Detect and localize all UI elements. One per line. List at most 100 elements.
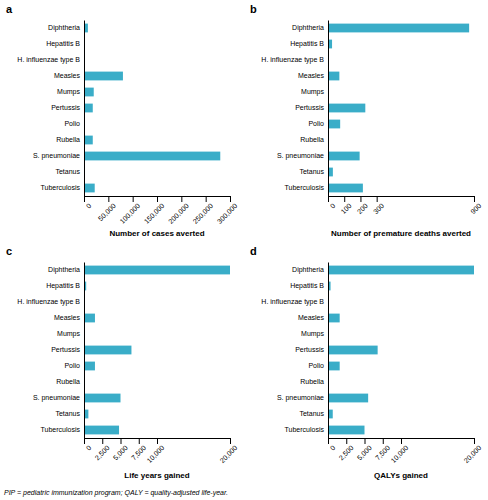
y-tick: Polio [308, 120, 324, 127]
tick-mark [230, 196, 231, 202]
bars [84, 24, 220, 193]
x-tick: 300,000 [216, 196, 239, 225]
x-tick: 2,500 [337, 438, 354, 461]
tick-label: Tetanus [55, 410, 80, 417]
panel-label: b [250, 3, 257, 15]
tick-label: Mumps [57, 88, 80, 96]
x-tick: 100 [340, 196, 353, 215]
tick-label: S. pneumoniae [277, 152, 324, 160]
x-tick: 250,000 [191, 196, 214, 225]
tick-label: Mumps [301, 330, 324, 338]
axis-line [328, 21, 329, 197]
tick-label: H. influenzae type B [261, 298, 324, 306]
x-axis: 02,5005,0007,50010,000 20,000 [329, 438, 483, 464]
tick-label: 300 [372, 202, 385, 215]
x-tick: 7,500 [374, 438, 391, 461]
tick-mark [157, 438, 158, 444]
tick-label: Pertussis [51, 346, 80, 353]
y-tick: Tuberculosis [285, 426, 325, 433]
tick-label: Rubella [300, 136, 324, 143]
tick-mark [206, 196, 207, 202]
tick-mark [328, 438, 329, 444]
tick-label: H. influenzae type B [17, 298, 80, 306]
x-tick: 300 [372, 196, 385, 215]
panel: 0100200300900DiphtheriaHepatitis BH. inf… [250, 3, 483, 238]
x-tick: 2,500 [93, 438, 110, 461]
tick-mark [230, 438, 231, 444]
y-tick: Rubella [300, 378, 324, 385]
bar [328, 426, 365, 435]
y-tick: Tetanus [299, 410, 324, 417]
tick-label: S. pneumoniae [33, 152, 80, 160]
tick-mark [157, 196, 158, 202]
tick-label: 0 [329, 444, 337, 452]
tick-label: Diphtheria [48, 266, 80, 274]
tick-mark [328, 196, 329, 202]
tick-label: Tuberculosis [41, 426, 81, 433]
axis-title: Number of premature deaths averted [331, 229, 471, 238]
x-tick: 200 [356, 196, 369, 215]
bar [84, 426, 119, 435]
bar [84, 314, 95, 323]
bar [84, 136, 93, 145]
panel-label: d [250, 245, 257, 257]
y-tick: Polio [64, 362, 80, 369]
tick-label: Tuberculosis [41, 184, 81, 191]
tick-mark [84, 196, 85, 202]
x-axis: 050,000100,000150,000200,000250,000300,0… [85, 196, 239, 225]
y-axis: Diphtheria Hepatitis B H. influenzae type … [17, 263, 84, 439]
tick-mark [108, 196, 109, 202]
y-tick: Measles [54, 314, 81, 321]
y-tick: Tuberculosis [285, 184, 325, 191]
bar [328, 72, 339, 81]
tick-label: Tuberculosis [285, 426, 325, 433]
y-tick: Hepatitis B [46, 282, 80, 290]
axis-line [329, 196, 475, 197]
x-tick: 5,000 [356, 438, 373, 461]
tick-label: 10,000 [389, 444, 409, 464]
bars [328, 24, 469, 193]
tick-mark [346, 438, 347, 444]
tick-label: Diphtheria [292, 266, 324, 274]
tick-mark [474, 196, 475, 202]
y-tick: Tetanus [55, 410, 80, 417]
tick-mark [139, 438, 140, 444]
tick-label: H. influenzae type B [17, 56, 80, 64]
bar [328, 394, 368, 403]
panel-label: c [6, 245, 12, 257]
bar [84, 152, 220, 161]
tick-label: Tuberculosis [285, 184, 325, 191]
tick-label: Tetanus [55, 168, 80, 175]
tick-label: Rubella [300, 378, 324, 385]
y-tick: Polio [64, 120, 80, 127]
tick-label: 150,000 [143, 202, 166, 225]
bars [328, 266, 474, 435]
bar [84, 104, 93, 113]
y-tick: Pertussis [51, 104, 80, 111]
tick-label: Tetanus [299, 410, 324, 417]
tick-label: 5,000 [112, 444, 129, 461]
tick-mark [84, 438, 85, 444]
tick-label: Mumps [57, 330, 80, 338]
x-tick: 0 [85, 196, 93, 210]
tick-mark [474, 438, 475, 444]
y-tick: Tuberculosis [41, 426, 81, 433]
y-tick: Hepatitis B [290, 40, 324, 48]
y-tick: Mumps [57, 88, 80, 96]
axis-title: QALYs gained [374, 471, 428, 480]
axis-title: Number of cases averted [109, 229, 204, 238]
panel: 02,5005,0007,50010,00020,000DiphtheriaHe… [6, 245, 239, 480]
tick-label: Pertussis [51, 104, 80, 111]
tick-label: Pertussis [295, 104, 324, 111]
bar [328, 184, 363, 193]
bar [328, 120, 340, 129]
bar [84, 266, 230, 275]
tick-mark [383, 438, 384, 444]
y-tick: S. pneumoniae [277, 394, 324, 402]
y-tick: Rubella [300, 136, 324, 143]
tick-label: Mumps [301, 88, 324, 96]
tick-label: 20,000 [462, 444, 482, 464]
tick-label: Rubella [56, 378, 80, 385]
y-tick: Tuberculosis [41, 184, 81, 191]
tick-label: Hepatitis B [46, 40, 80, 48]
